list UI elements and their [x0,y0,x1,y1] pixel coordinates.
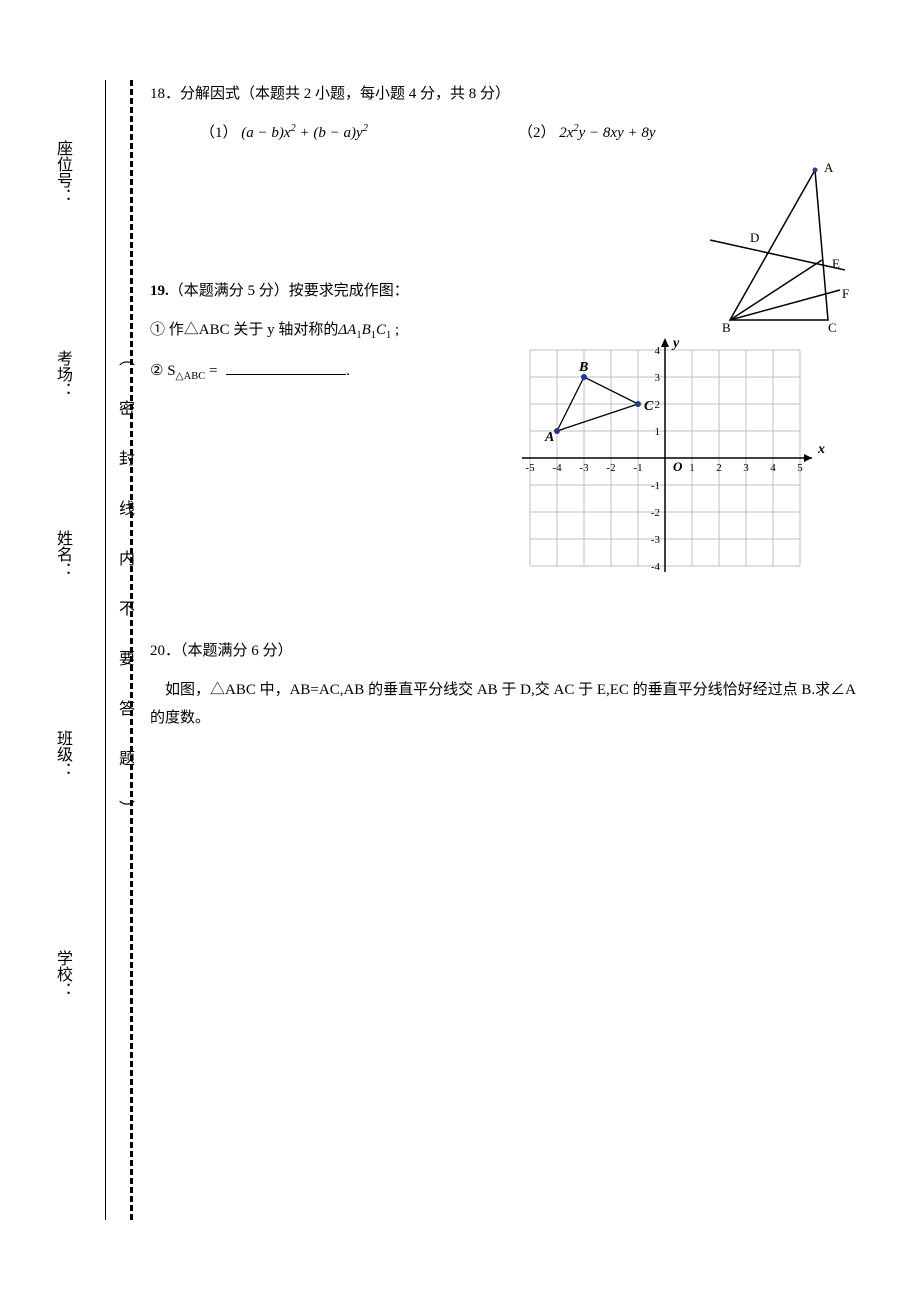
seat-label: 座位号： [50,140,74,204]
svg-text:A: A [544,430,554,445]
binding-margin: 座位号： 考场： 姓名： 班级： 学校： （ 密 封 线 内 不 要 答 题 ） [50,80,140,1220]
q19-line1: ① 作△ABC 关于 y 轴对称的ΔA1B1C1 ; [150,316,520,346]
svg-text:-2: -2 [606,462,615,474]
q18-part1-formula: (a − b)x2 + (b − a)y2 [241,125,368,141]
svg-text:2: 2 [655,399,661,411]
svg-text:1: 1 [689,462,695,474]
label-b: B [722,320,731,335]
svg-text:3: 3 [655,372,661,384]
q18-parts: （1） (a − b)x2 + (b − a)y2 （2） 2x2y − 8xy… [150,119,870,148]
q20-body: 如图，△ABC 中，AB=AC,AB 的垂直平分线交 AB 于 D,交 AC 于… [150,676,870,733]
q18-header: 18．分解因式（本题共 2 小题，每小题 4 分，共 8 分） [150,80,870,109]
q18-part1: （1） (a − b)x2 + (b − a)y2 [200,119,368,148]
q18-triangle-figure: A B C D E F [700,160,860,340]
svg-text:-1: -1 [633,462,642,474]
svg-text:4: 4 [770,462,776,474]
q18-part2-label: （2） [518,125,556,141]
svg-text:3: 3 [743,462,749,474]
label-c: C [828,320,837,335]
school-label: 学校： [50,950,74,998]
svg-text:4: 4 [655,345,661,357]
q19-grid-figure: -5 -4 -3 -2 -1 1 2 3 4 5 -4 -3 -2 -1 1 2 3 4 Ox y A B C [510,335,830,590]
q19-line2-suffix: . [346,363,350,379]
question-19: 19.（本题满分 5 分）按要求完成作图： ① 作△ABC 关于 y 轴对称的Δ… [150,277,520,387]
q19-line1-prefix: ① 作△ABC 关于 y 轴对称的 [150,322,338,338]
line-be [730,260,822,320]
label-d: D [750,230,759,245]
svg-text:-2: -2 [651,507,660,519]
q18-part2-formula: 2x2y − 8xy + 8y [559,125,655,141]
point-a [813,168,818,173]
svg-text:-5: -5 [525,462,535,474]
svg-text:y: y [671,336,680,351]
q19-header: 19.（本题满分 5 分）按要求完成作图： [150,277,520,306]
q19-line2-prefix: ② S [150,363,176,379]
svg-text:1: 1 [655,426,661,438]
svg-text:-3: -3 [651,534,661,546]
label-e: E [832,256,840,271]
svg-text:C: C [644,399,654,414]
q18-part2: （2） 2x2y − 8xy + 8y [518,119,656,148]
label-f: F [842,286,849,301]
q19-blank [226,374,346,375]
q19-line2-sub: △ABC [176,371,206,382]
svg-text:-4: -4 [552,462,562,474]
coord-grid-svg: -5 -4 -3 -2 -1 1 2 3 4 5 -4 -3 -2 -1 1 2 3 4 Ox y A B C [510,335,830,585]
seal-text: （ 密 封 线 内 不 要 答 题 ） [112,350,136,831]
q19-line1-formula: ΔA1B1C1 [338,322,391,338]
class-label: 班级： [50,730,74,778]
svg-text:-3: -3 [579,462,589,474]
svg-text:x: x [817,442,825,457]
q19-line1-suffix: ; [391,322,399,338]
question-20: 20．（本题满分 6 分） 如图，△ABC 中，AB=AC,AB 的垂直平分线交… [150,637,870,733]
line-de [710,240,845,270]
svg-text:B: B [578,360,588,375]
q20-header: 20．（本题满分 6 分） [150,637,870,666]
q19-line2-eq: = [205,363,221,379]
label-a: A [824,160,834,175]
question-18: 18．分解因式（本题共 2 小题，每小题 4 分，共 8 分） （1） (a −… [150,80,870,147]
svg-text:5: 5 [797,462,803,474]
solid-binding-line [105,80,106,1220]
triangle-svg: A B C D E F [700,160,860,335]
q19-number: 19. [150,283,169,299]
room-label: 考场： [50,350,74,398]
svg-text:O: O [673,459,683,474]
svg-text:-4: -4 [651,561,661,573]
svg-text:-1: -1 [651,480,660,492]
q18-part1-label: （1） [200,125,238,141]
svg-text:2: 2 [716,462,722,474]
content-area: 18．分解因式（本题共 2 小题，每小题 4 分，共 8 分） （1） (a −… [150,80,870,773]
q19-header-rest: （本题满分 5 分）按要求完成作图： [169,283,409,299]
name-label: 姓名： [50,530,74,578]
line-bf [730,290,840,320]
q19-line2: ② S△ABC = . [150,357,520,387]
